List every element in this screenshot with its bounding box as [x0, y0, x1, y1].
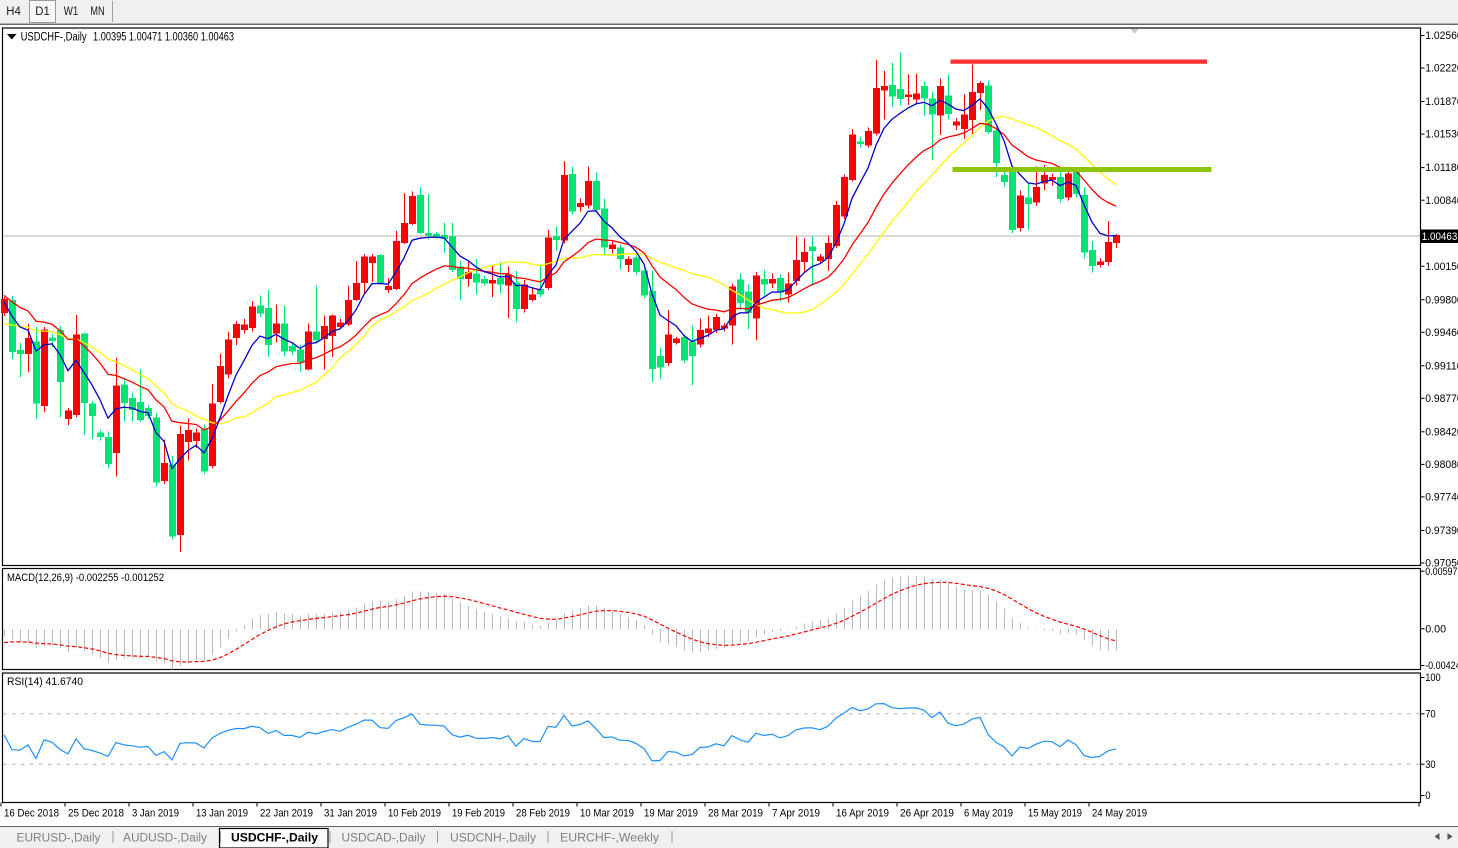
svg-text:16 Dec 2018: 16 Dec 2018 — [4, 808, 59, 820]
svg-text:1.00395 1.00471 1.00360 1.0046: 1.00395 1.00471 1.00360 1.00463 — [93, 32, 234, 44]
svg-text:28 Mar 2019: 28 Mar 2019 — [708, 808, 763, 820]
svg-text:EURUSD-,Daily: EURUSD-,Daily — [17, 833, 101, 845]
svg-text:26 Apr 2019: 26 Apr 2019 — [900, 808, 954, 820]
svg-text:10 Feb 2019: 10 Feb 2019 — [388, 808, 441, 820]
svg-text:7 Apr 2019: 7 Apr 2019 — [772, 808, 820, 820]
svg-text:22 Jan 2019: 22 Jan 2019 — [260, 808, 313, 820]
svg-text:31 Jan 2019: 31 Jan 2019 — [324, 808, 377, 820]
svg-text:24 May 2019: 24 May 2019 — [1092, 808, 1147, 820]
svg-text:15 May 2019: 15 May 2019 — [1028, 808, 1082, 820]
svg-text:USDCAD-,Daily: USDCAD-,Daily — [342, 833, 426, 845]
svg-text:1.01870: 1.01870 — [1425, 96, 1458, 108]
svg-text:28 Feb 2019: 28 Feb 2019 — [516, 808, 570, 820]
svg-text:0.00597: 0.00597 — [1425, 566, 1457, 578]
svg-text:USDCNH-,Daily: USDCNH-,Daily — [450, 833, 536, 845]
svg-text:1.02220: 1.02220 — [1425, 63, 1458, 75]
svg-text:MN: MN — [90, 6, 105, 18]
svg-text:1.00463: 1.00463 — [1422, 231, 1458, 243]
svg-text:19 Feb 2019: 19 Feb 2019 — [452, 808, 505, 820]
svg-text:AUDUSD-,Daily: AUDUSD-,Daily — [123, 833, 207, 845]
svg-text:1.00840: 1.00840 — [1425, 195, 1458, 207]
svg-text:30: 30 — [1425, 759, 1436, 771]
svg-text:USDCHF-,Daily: USDCHF-,Daily — [21, 32, 87, 44]
svg-text:0.00: 0.00 — [1425, 623, 1446, 635]
svg-text:70: 70 — [1425, 708, 1436, 720]
svg-text:10 Mar 2019: 10 Mar 2019 — [580, 808, 634, 820]
svg-text:0: 0 — [1425, 790, 1430, 802]
svg-text:13 Jan 2019: 13 Jan 2019 — [196, 808, 248, 820]
svg-text:D1: D1 — [35, 6, 50, 18]
svg-text:19 Mar 2019: 19 Mar 2019 — [644, 808, 698, 820]
svg-text:MACD(12,26,9) -0.002255 -0.001: MACD(12,26,9) -0.002255 -0.001252 — [7, 572, 164, 584]
svg-text:1.01530: 1.01530 — [1425, 129, 1458, 141]
svg-text:-0.00424: -0.00424 — [1425, 660, 1458, 672]
svg-text:25 Dec 2018: 25 Dec 2018 — [68, 808, 124, 820]
svg-text:100: 100 — [1425, 672, 1441, 684]
svg-text:3 Jan 2019: 3 Jan 2019 — [132, 808, 179, 820]
svg-text:6 May 2019: 6 May 2019 — [964, 808, 1013, 820]
svg-text:USDCHF-,Daily: USDCHF-,Daily — [231, 833, 319, 845]
svg-text:H4: H4 — [6, 6, 21, 18]
svg-text:EURCHF-,Weekly: EURCHF-,Weekly — [560, 833, 659, 845]
svg-text:RSI(14) 41.6740: RSI(14) 41.6740 — [7, 676, 83, 688]
svg-text:1.02560: 1.02560 — [1425, 30, 1458, 42]
svg-text:0.97050: 0.97050 — [1425, 558, 1458, 570]
svg-text:1.01180: 1.01180 — [1425, 162, 1458, 174]
svg-text:W1: W1 — [64, 6, 79, 18]
svg-text:16 Apr 2019: 16 Apr 2019 — [836, 808, 889, 820]
